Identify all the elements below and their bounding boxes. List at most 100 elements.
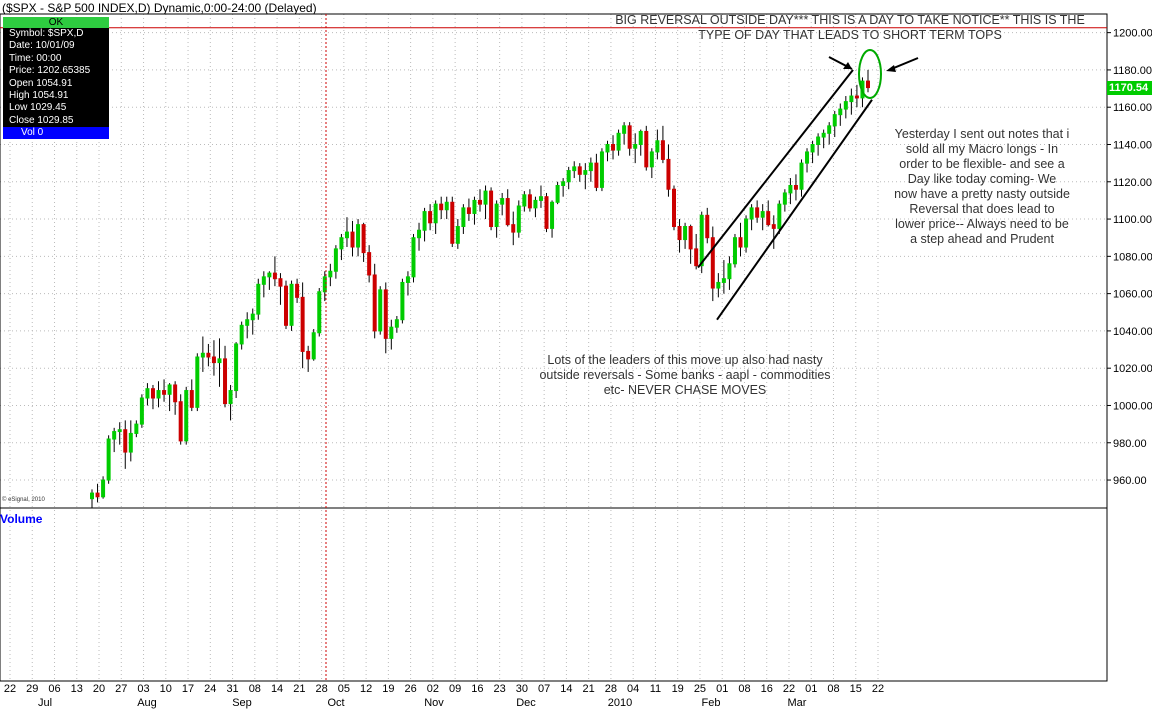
- x-tick-label: 19: [382, 683, 394, 695]
- x-tick-label: 23: [494, 683, 506, 695]
- x-tick-label: 09: [449, 683, 461, 695]
- x-tick-label: 13: [71, 683, 83, 695]
- up-candle: [777, 200, 782, 234]
- x-tick-label: 12: [360, 683, 372, 695]
- candle-body: [256, 283, 261, 315]
- x-tick-label: 01: [716, 683, 728, 695]
- up-candle: [239, 321, 244, 350]
- candle-body: [516, 205, 521, 233]
- up-candle: [599, 148, 604, 192]
- up-candle: [234, 342, 239, 399]
- x-tick-label: 08: [249, 683, 261, 695]
- down-candle: [150, 384, 155, 410]
- candle-body: [245, 319, 250, 326]
- up-candle: [400, 278, 405, 324]
- up-candle: [816, 133, 821, 156]
- candle-body: [649, 151, 654, 168]
- up-candle: [106, 435, 111, 484]
- x-tick-label: 21: [583, 683, 595, 695]
- up-candle: [184, 386, 189, 445]
- candle-body: [627, 125, 632, 149]
- up-candle: [422, 207, 427, 242]
- candle-body: [588, 162, 593, 172]
- candle-body: [732, 237, 737, 265]
- candle-body: [744, 218, 749, 248]
- candle-body: [417, 229, 422, 239]
- candle-body: [156, 390, 161, 399]
- down-candle: [527, 189, 532, 212]
- month-label: Dec: [516, 697, 536, 709]
- down-candle: [272, 256, 277, 287]
- candle-body: [145, 388, 150, 399]
- up-candle: [744, 215, 749, 253]
- candle-body: [372, 274, 377, 332]
- candle-body: [195, 356, 200, 408]
- up-candle: [516, 200, 521, 238]
- arrow-left-head: [843, 62, 852, 69]
- candle-body: [178, 401, 183, 442]
- up-candle: [649, 148, 654, 179]
- up-candle: [139, 394, 144, 428]
- up-candle: [788, 178, 793, 205]
- candle-body: [239, 324, 244, 345]
- up-candle: [605, 140, 610, 162]
- candle-body: [356, 224, 361, 248]
- down-candle: [450, 196, 455, 248]
- right-annotation-line: Yesterday I sent out notes that i: [894, 127, 1070, 141]
- up-candle: [566, 166, 571, 190]
- candle-body: [300, 296, 305, 352]
- up-candle: [655, 129, 660, 160]
- candle-body: [677, 226, 682, 241]
- candle-body: [267, 272, 272, 278]
- down-candle: [854, 84, 859, 108]
- cursor-info-box[interactable]: OK Symbol: $SPX,D Date: 10/01/09 Time: 0…: [3, 17, 109, 140]
- x-tick-label: 06: [48, 683, 60, 695]
- candle-body: [339, 237, 344, 250]
- up-candle: [378, 286, 383, 335]
- volume-pane-label: Volume: [0, 512, 43, 526]
- candle-body: [405, 276, 410, 283]
- y-tick-label: 960.00: [1113, 475, 1147, 487]
- candle-body: [721, 278, 726, 283]
- candle-body: [827, 125, 832, 134]
- up-candle: [827, 122, 832, 145]
- down-candle: [672, 185, 676, 231]
- up-candle: [782, 189, 787, 212]
- up-candle: [134, 420, 139, 438]
- candle-body: [660, 140, 665, 160]
- candle-body: [394, 319, 399, 328]
- down-candle: [677, 219, 682, 253]
- right-annotation-line: order to be flexible- and see a: [899, 157, 1065, 171]
- up-candle: [317, 288, 322, 337]
- candle-body: [705, 214, 710, 239]
- candle-body: [755, 207, 760, 218]
- candle-body: [428, 211, 433, 224]
- candle-body: [672, 188, 676, 228]
- x-tick-label: 04: [627, 683, 639, 695]
- candle-body: [250, 313, 255, 321]
- down-candle: [644, 125, 649, 171]
- candle-body: [489, 190, 494, 228]
- x-tick-label: 10: [160, 683, 172, 695]
- chart-axes: 960.00 980.00 1000.00 1020.00 1040.00 1060.00…: [0, 13, 1152, 709]
- right-annotation-line: now have a pretty nasty outside: [894, 187, 1070, 201]
- x-tick-label: 22: [4, 683, 16, 695]
- month-label: 2010: [608, 697, 632, 709]
- status-indicator[interactable]: OK: [3, 17, 109, 28]
- up-candle: [561, 178, 566, 197]
- info-time: Time: 00:00: [9, 52, 62, 64]
- x-tick-label: 28: [605, 683, 617, 695]
- candle-body: [605, 143, 610, 153]
- up-candle: [394, 315, 399, 333]
- candle-body: [344, 231, 349, 239]
- volume-pane-frame: [0, 507, 1108, 682]
- up-candle: [267, 271, 272, 290]
- x-tick-label: 11: [650, 683, 661, 695]
- down-candle: [577, 163, 582, 182]
- candle-body: [854, 95, 859, 99]
- candle-body: [311, 332, 316, 360]
- candle-body: [766, 211, 771, 226]
- middle-annotation-line: Lots of the leaders of this move up also…: [547, 353, 823, 367]
- candle-body: [112, 431, 117, 440]
